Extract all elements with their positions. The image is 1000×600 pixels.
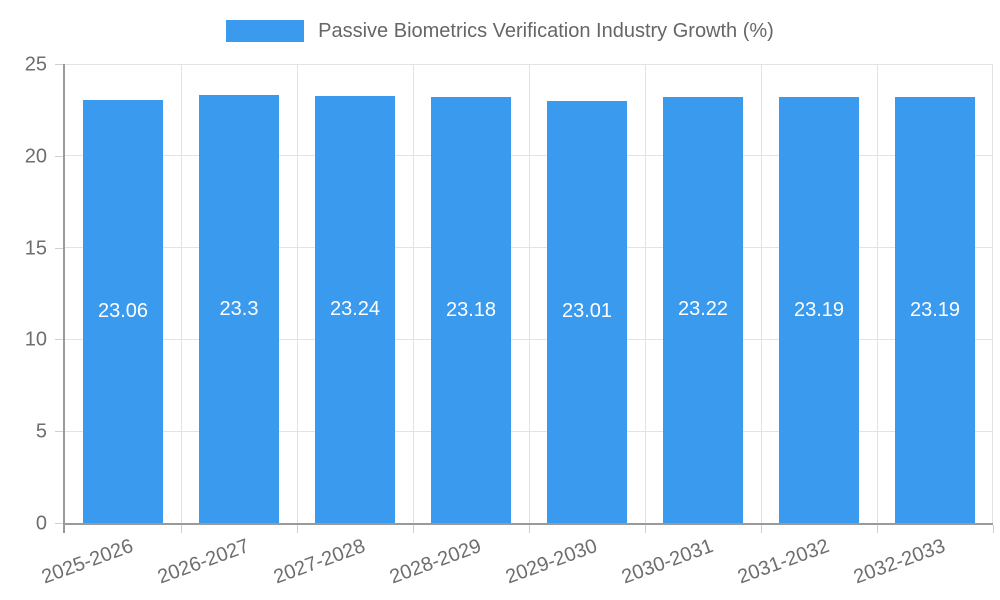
y-tick-mark	[55, 155, 63, 157]
x-tick-mark	[413, 525, 414, 533]
bar-value-label: 23.19	[909, 298, 961, 321]
y-axis-label: 5	[35, 420, 47, 443]
x-axis-label: 2027-2028	[271, 535, 369, 589]
x-tick-mark	[181, 525, 182, 533]
bar-value-label: 23.01	[561, 300, 613, 323]
x-tick-mark	[297, 525, 298, 533]
x-tick-mark	[993, 525, 994, 533]
x-gridline	[877, 64, 878, 523]
bar[interactable]: 23.01	[547, 100, 627, 523]
y-axis-label: 0	[35, 512, 47, 535]
bar-value-label: 23.19	[793, 298, 845, 321]
bar-value-label: 23.3	[219, 297, 259, 320]
bar-value-label: 23.24	[329, 298, 381, 321]
y-tick-mark	[55, 64, 63, 65]
x-gridline	[529, 64, 530, 523]
bar[interactable]: 23.22	[663, 96, 743, 523]
x-axis-label: 2025-2026	[39, 535, 137, 589]
x-gridline	[992, 64, 993, 523]
plot-area: 23.06 23.3 23.24 23.18 23.01 23.22 23.19 23.19	[63, 64, 993, 525]
legend-item[interactable]: Passive Biometrics Verification Industry…	[226, 18, 774, 44]
y-tick-mark	[55, 523, 63, 524]
x-axis-label: 2028-2029	[387, 535, 485, 589]
y-axis-label: 10	[24, 328, 47, 351]
y-tick-mark	[55, 247, 63, 249]
bar[interactable]: 23.18	[431, 97, 511, 523]
bar-value-label: 23.18	[445, 298, 497, 321]
bar[interactable]: 23.06	[83, 99, 163, 523]
x-tick-mark	[529, 525, 530, 533]
bar[interactable]: 23.3	[199, 95, 279, 523]
y-axis-label: 20	[24, 145, 47, 168]
x-axis-label: 2030-2031	[619, 535, 717, 589]
x-gridline	[297, 64, 298, 523]
legend: Passive Biometrics Verification Industry…	[0, 18, 1000, 44]
x-tick-mark	[877, 525, 878, 533]
y-axis-label: 25	[24, 53, 47, 76]
x-gridline	[761, 64, 762, 523]
x-gridline	[413, 64, 414, 523]
x-axis-label: 2032-2033	[851, 535, 949, 589]
bar-value-label: 23.06	[97, 299, 149, 322]
legend-swatch-icon	[226, 20, 305, 42]
x-tick-mark	[761, 525, 762, 533]
x-gridline	[645, 64, 646, 523]
bar[interactable]: 23.19	[895, 97, 975, 523]
y-tick-mark	[55, 431, 63, 433]
x-axis-label: 2031-2032	[735, 535, 833, 589]
bar[interactable]: 23.24	[315, 96, 395, 523]
x-gridline	[181, 64, 182, 523]
x-axis-label: 2026-2027	[155, 535, 253, 589]
x-axis-label: 2029-2030	[503, 535, 601, 589]
bar[interactable]: 23.19	[779, 97, 859, 523]
legend-label: Passive Biometrics Verification Industry…	[318, 20, 774, 42]
x-tick-mark	[63, 525, 65, 533]
x-tick-mark	[645, 525, 646, 533]
y-tick-mark	[55, 339, 63, 341]
y-axis-label: 15	[24, 237, 47, 260]
bar-value-label: 23.22	[677, 298, 729, 321]
